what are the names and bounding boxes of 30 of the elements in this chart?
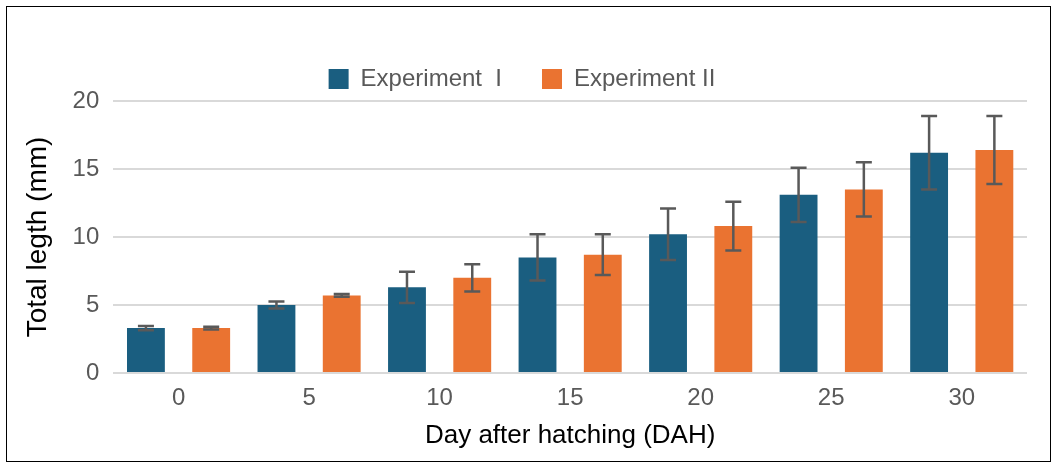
x-axis-title: Day after hatching (DAH) (424, 418, 716, 449)
bar (192, 328, 231, 372)
bar (844, 189, 883, 372)
bar (257, 305, 296, 372)
legend-label: Experiment I (360, 63, 502, 91)
bar (453, 277, 492, 372)
bar (910, 152, 949, 372)
y-tick-label: 20 (72, 85, 100, 113)
y-tick-label: 5 (85, 289, 100, 317)
x-tick-label: 0 (171, 383, 186, 411)
x-tick-label: 10 (426, 383, 453, 411)
bar (649, 234, 687, 372)
x-tick-label: 15 (556, 383, 584, 411)
bar (714, 226, 753, 372)
bar (322, 295, 361, 372)
y-tick-label: 10 (72, 221, 100, 249)
x-tick-label: 20 (687, 383, 715, 411)
bar (388, 287, 426, 372)
bar (127, 328, 165, 372)
y-tick-label: 15 (72, 153, 100, 181)
legend-label: Experiment II (574, 63, 716, 91)
x-tick-label: 25 (817, 383, 845, 411)
x-tick-label: 5 (302, 383, 316, 411)
bar (779, 194, 818, 372)
bar (518, 257, 557, 372)
bar (583, 254, 622, 372)
y-axis-title: Total legth (mm) (20, 136, 52, 338)
x-tick-label: 30 (948, 383, 976, 411)
bar (975, 149, 1014, 372)
y-tick-label: 0 (85, 357, 100, 385)
